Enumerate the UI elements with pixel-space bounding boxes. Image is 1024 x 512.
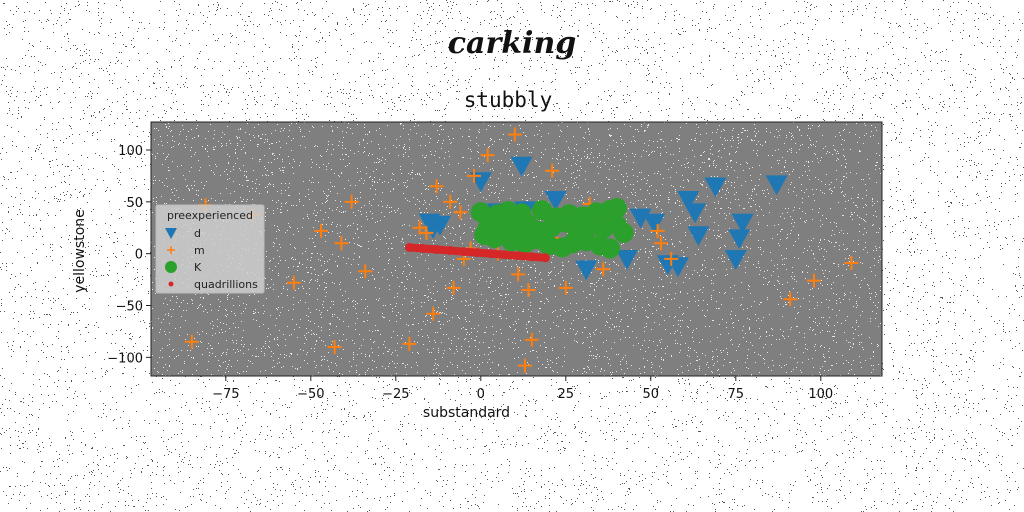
data-point [575,260,598,281]
data-point [650,223,665,238]
legend-marker [168,281,174,287]
data-point [687,226,710,247]
data-point [844,255,859,270]
data-point [402,336,417,351]
data-point [344,194,359,209]
data-point [731,213,754,234]
legend-label: m [194,244,205,257]
x-tick-label: 50 [643,387,660,402]
data-point [629,208,652,229]
data-point [654,236,668,251]
data-point [616,250,638,270]
y-tick-label: 50 [126,196,143,211]
chart-title: stubbly [463,88,553,112]
y-tick-label: −50 [116,300,143,315]
y-axis-label: yellowstone [72,209,88,293]
data-point [470,202,491,223]
data-point [765,175,788,196]
figure-suptitle: carking [447,26,577,61]
series-K [470,198,634,259]
data-point [558,280,573,295]
data-point [783,292,798,307]
legend-label: K [194,261,202,274]
plot-frame [150,121,883,377]
data-point [600,238,620,259]
data-point [613,222,634,243]
x-tick-label: 75 [728,387,745,402]
x-tick-label: 25 [558,387,575,402]
x-axis-label: substandard [423,405,510,421]
legend-marker [167,246,175,254]
legend-label: d [194,227,201,240]
data-point [446,280,461,295]
legend-box [155,204,265,294]
data-point [664,251,679,266]
data-point [596,262,611,277]
data-point [453,205,468,220]
data-point [545,163,560,178]
data-point [544,190,567,211]
data-point [728,229,751,250]
x-tick-label: −25 [382,387,409,402]
data-point [606,198,627,219]
legend-label: quadrillions [194,278,258,291]
data-point [704,177,727,198]
data-point [419,225,434,240]
legend-title: preexperienced [167,209,253,222]
data-point [480,148,495,163]
data-point [327,339,342,354]
data-point [184,334,199,349]
data-point [467,168,481,183]
data-point [524,332,539,347]
x-tick-label: 100 [808,387,833,402]
series-d [418,156,788,281]
data-point [469,172,492,193]
data-point [286,275,301,290]
series-quadrillions [404,242,550,263]
data-point [443,194,458,209]
data-point [429,179,444,194]
data-point [724,250,747,270]
data-point [677,190,700,211]
data-point [511,267,526,282]
data-point [358,264,373,279]
data-point [334,236,349,251]
data-point [429,215,451,236]
y-tick-label: 0 [135,248,143,263]
data-point [314,223,328,238]
x-tick-label: −50 [297,387,324,402]
y-tick-label: −100 [107,351,143,366]
data-point [474,225,495,246]
legend-marker [165,261,177,273]
x-tick-label: 0 [477,387,485,402]
legend-marker [165,228,177,239]
series-line [405,243,550,262]
data-point [807,273,821,288]
data-point [518,358,532,373]
x-tick-label: −75 [212,387,239,402]
data-point [426,306,441,321]
data-point [507,127,522,142]
data-point [510,156,533,177]
data-point [521,282,536,297]
data-point [684,203,706,224]
data-point [667,257,689,278]
y-tick-label: 100 [118,144,143,159]
data-point [643,213,666,234]
